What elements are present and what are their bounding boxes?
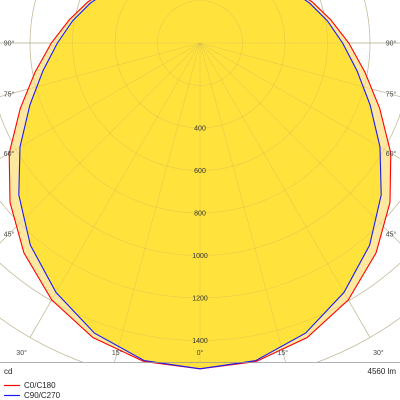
angle-label: 30° — [16, 349, 27, 357]
legend-label-c90: C90/C270 — [24, 391, 61, 400]
grid-ring-overlay — [157, 0, 243, 86]
grid-ring-overlay — [114, 0, 286, 129]
angle-label: 30° — [373, 349, 384, 357]
grid-spoke-overlay — [114, 42, 201, 362]
grid-ring-overlay — [29, 0, 371, 214]
angle-label: 75° — [4, 91, 15, 99]
grid-spoke-overlay — [29, 42, 201, 338]
angle-label: 60° — [386, 150, 397, 158]
grid-ring-overlay — [72, 0, 328, 171]
grid-ring-overlay — [0, 262, 400, 341]
grid-spoke-overlay — [199, 42, 400, 159]
radial-tick-label: 1200 — [192, 296, 208, 303]
grid-spoke-overlay — [0, 42, 201, 97]
angle-label: 90° — [386, 40, 397, 48]
grid-spoke-overlay — [199, 42, 371, 338]
radial-tick-label: 1000 — [192, 253, 208, 260]
angle-label: 15° — [277, 349, 288, 357]
grid-spoke-overlay — [199, 42, 400, 244]
legend: C0/C180 C90/C270 — [4, 381, 61, 400]
grid-spoke-overlay — [0, 42, 201, 244]
angle-label: 0° — [197, 349, 204, 357]
radial-tick-labels: 400 600 800 1000 1200 1400 — [192, 126, 208, 346]
grid-spoke-overlay — [199, 42, 400, 97]
grid-spoke-overlay — [0, 42, 201, 159]
grid-ring-overlay — [0, 200, 400, 299]
angle-label: 15° — [112, 349, 123, 357]
grid-overlay — [0, 0, 400, 362]
radial-tick-label: 600 — [194, 168, 206, 175]
radial-tick-label: 1400 — [192, 338, 208, 345]
angle-label: 75° — [386, 91, 397, 99]
radial-tick-label: 400 — [194, 126, 206, 133]
radial-tick-label: 800 — [194, 211, 206, 218]
curve-c90-c270 — [18, 0, 382, 370]
angle-label: 90° — [4, 40, 15, 48]
angle-label: 45° — [386, 231, 397, 239]
fill-c90-c270 — [18, 0, 382, 369]
grid-spoke-overlay — [199, 42, 286, 362]
angle-labels: 90° 90° 75° 75° 60° 60° 45° 45° 30° 30° 15° 15° 0° — [4, 40, 397, 358]
lumens-label: 4560 lm — [368, 367, 397, 376]
intensity-curves — [8, 0, 392, 370]
angle-label: 45° — [4, 231, 15, 239]
grid-ring-overlay — [0, 113, 400, 256]
unit-label: cd — [4, 367, 12, 376]
angle-label: 60° — [4, 150, 15, 158]
legend-label-c0: C0/C180 — [24, 381, 56, 390]
intensity-fills — [0, 0, 400, 369]
